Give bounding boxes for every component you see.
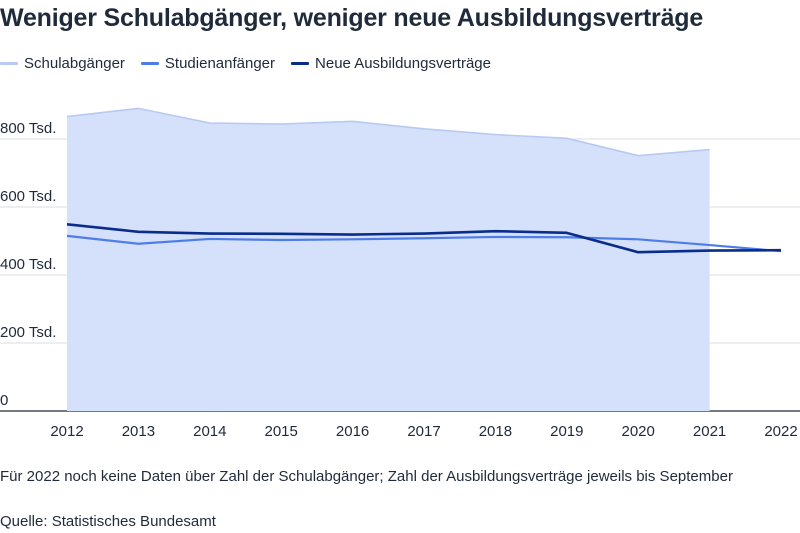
legend-item-studienanfaenger: Studienanfänger — [140, 54, 276, 72]
x-tick-label: 2015 — [265, 423, 298, 440]
y-tick-label: 800 Tsd. — [0, 120, 56, 137]
footnote: Für 2022 noch keine Daten über Zahl der … — [0, 468, 733, 485]
legend-swatch-studienanfaenger — [140, 61, 159, 65]
area-layer — [66, 107, 710, 412]
legend-item-ausbildung: Neue Ausbildungsverträge — [291, 55, 491, 72]
x-tick-label: 2022 — [764, 423, 797, 440]
x-tick-label: 2016 — [336, 423, 369, 440]
y-tick-label: 0 — [0, 392, 8, 409]
legend-label-schulabgaenger: Schulabgänger — [24, 54, 125, 72]
x-tick-label: 2017 — [407, 423, 440, 440]
source-note: Quelle: Statistisches Bundesamt — [0, 513, 216, 530]
line-ausbildungsvertraege — [66, 223, 782, 254]
y-tick-label: 400 Tsd. — [0, 256, 56, 273]
legend-item-schulabgaenger: Schulabgänger — [0, 55, 125, 72]
x-tick-label: 2013 — [122, 423, 155, 440]
legend-swatch-schulabgaenger — [0, 61, 18, 65]
line-studienanfaenger — [66, 234, 782, 253]
x-tick-label: 2018 — [479, 423, 512, 440]
line-schulabgaenger — [66, 107, 710, 157]
legend-swatch-ausbildung — [291, 61, 310, 65]
y-tick-label: 200 Tsd. — [0, 324, 56, 341]
area-schulabgaenger — [67, 108, 710, 412]
line-layer — [66, 223, 782, 254]
x-tick-label: 2020 — [622, 423, 655, 440]
y-tick-label: 600 Tsd. — [0, 188, 56, 205]
x-tick-labels: 2012 2013 2014 2015 2016 2017 2018 2019 2020 2021… — [50, 423, 797, 440]
x-tick-label: 2019 — [550, 423, 583, 440]
x-tick-label: 2014 — [193, 423, 226, 440]
legend-label-ausbildung: Neue Ausbildungsverträge — [315, 54, 491, 72]
legend: Schulabgänger Studienanfänger Neue Ausbi… — [0, 53, 507, 73]
x-tick-label: 2021 — [693, 423, 726, 440]
legend-label-studienanfaenger: Studienanfänger — [164, 54, 276, 72]
x-tick-label: 2012 — [50, 423, 83, 440]
y-tick-labels: 0 200 Tsd. 400 Tsd. 600 Tsd. 800 Tsd. — [0, 120, 56, 409]
chart-title: Weniger Schulabgänger, weniger neue Ausb… — [0, 4, 704, 32]
